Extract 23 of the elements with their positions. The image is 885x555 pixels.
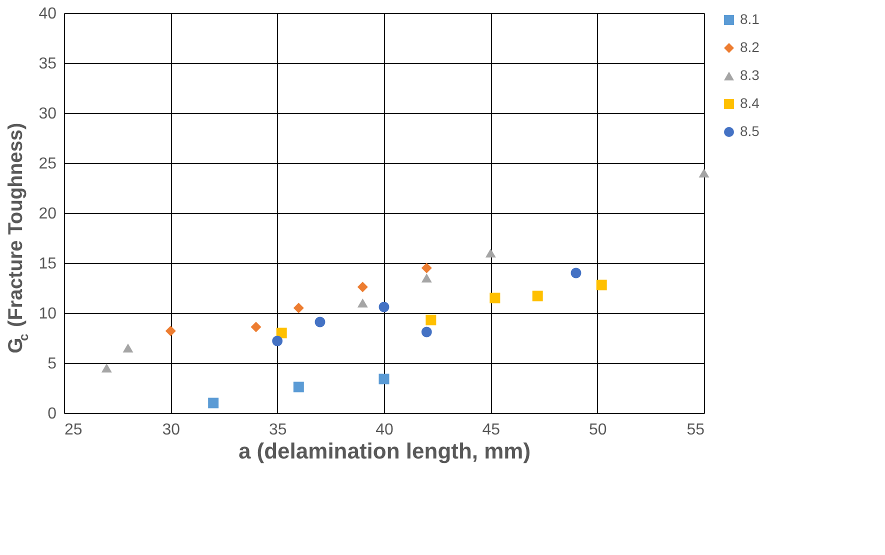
x-tick-label: 50 (588, 422, 607, 438)
y-tick-label: 30 (38, 106, 57, 122)
y-tick-label: 25 (38, 156, 57, 172)
legend-label: 8.5 (740, 123, 760, 139)
y-axis-title: Gc (Fracture Toughness) (5, 122, 31, 354)
x-tick-label: 40 (376, 422, 394, 438)
y-tick-label: 35 (38, 56, 57, 72)
x-tick-label: 45 (482, 422, 500, 438)
y-tick-label: 0 (48, 406, 57, 422)
x-tick-label: 55 (686, 422, 705, 438)
legend-label: 8.3 (740, 67, 760, 83)
x-axis-title: a (delamination length, mm) (238, 438, 531, 464)
x-tick-label: 25 (64, 422, 82, 438)
legend-label: 8.1 (740, 11, 760, 27)
x-tick-label: 35 (268, 422, 287, 438)
x-tick-label: 30 (162, 422, 180, 438)
y-tick-label: 40 (38, 6, 57, 22)
y-tick-label: 5 (48, 356, 57, 372)
legend-label: 8.2 (740, 39, 760, 55)
y-tick-label: 20 (38, 206, 57, 222)
legend-label: 8.4 (740, 95, 760, 111)
y-tick-label: 10 (38, 306, 57, 322)
y-tick-label: 15 (38, 256, 57, 272)
